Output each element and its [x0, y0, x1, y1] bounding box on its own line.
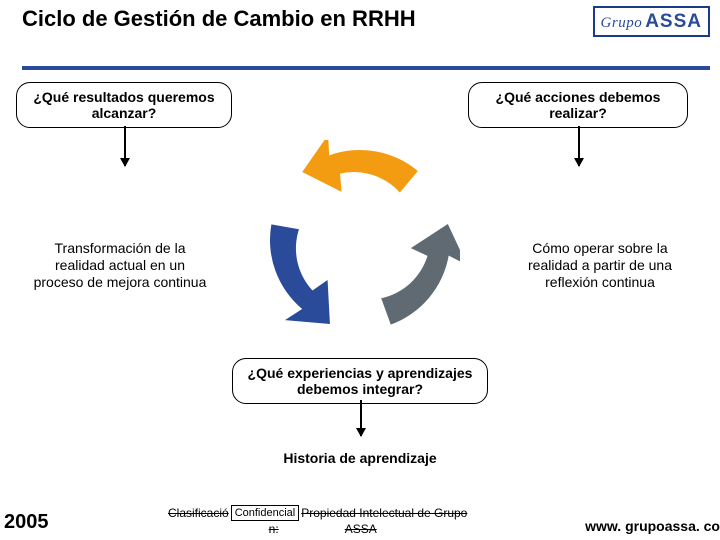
footer-class-label: Clasificació — [168, 506, 229, 520]
logo: Grupo ASSA — [593, 6, 710, 37]
arrow-bottom-down — [360, 400, 362, 436]
footer: 2005 ClasificacióConfidencialPropiedad I… — [0, 500, 720, 540]
desc-right: Cómo operar sobre la realidad a partir d… — [510, 240, 690, 290]
pill-results: ¿Qué resultados queremos alcanzar? — [16, 82, 232, 128]
cycle-arrows — [260, 140, 460, 340]
cycle-svg — [260, 140, 460, 340]
arc-left — [260, 224, 345, 328]
logo-assa-text: ASSA — [645, 11, 702, 32]
page-title: Ciclo de Gestión de Cambio en RRHH — [22, 6, 416, 31]
footer-propiedad: Propiedad Intelectual de Grupo — [301, 506, 467, 520]
arc-top — [299, 140, 418, 229]
arrow-right-down — [578, 126, 580, 166]
footer-class-label2: n: — [269, 522, 279, 536]
footer-propiedad2: ASSA — [345, 522, 377, 536]
desc-left: Transformación de la realidad actual en … — [30, 240, 210, 290]
header: Ciclo de Gestión de Cambio en RRHH Grupo… — [22, 6, 710, 37]
header-rule — [22, 66, 710, 70]
footer-url: www. grupoassa. co — [585, 518, 720, 534]
footer-confidential: Confidencial — [231, 505, 300, 521]
label-historia: Historia de aprendizaje — [260, 450, 460, 467]
slide: Ciclo de Gestión de Cambio en RRHH Grupo… — [0, 0, 720, 540]
footer-year: 2005 — [4, 511, 49, 534]
arc-right — [365, 223, 460, 325]
footer-mid: ClasificacióConfidencialPropiedad Intele… — [168, 506, 467, 536]
arrow-left-down — [124, 126, 126, 166]
logo-grupo-text: Grupo — [601, 15, 643, 31]
pill-experiences: ¿Qué experiencias y aprendizajes debemos… — [232, 358, 488, 404]
pill-actions: ¿Qué acciones debemos realizar? — [468, 82, 688, 128]
